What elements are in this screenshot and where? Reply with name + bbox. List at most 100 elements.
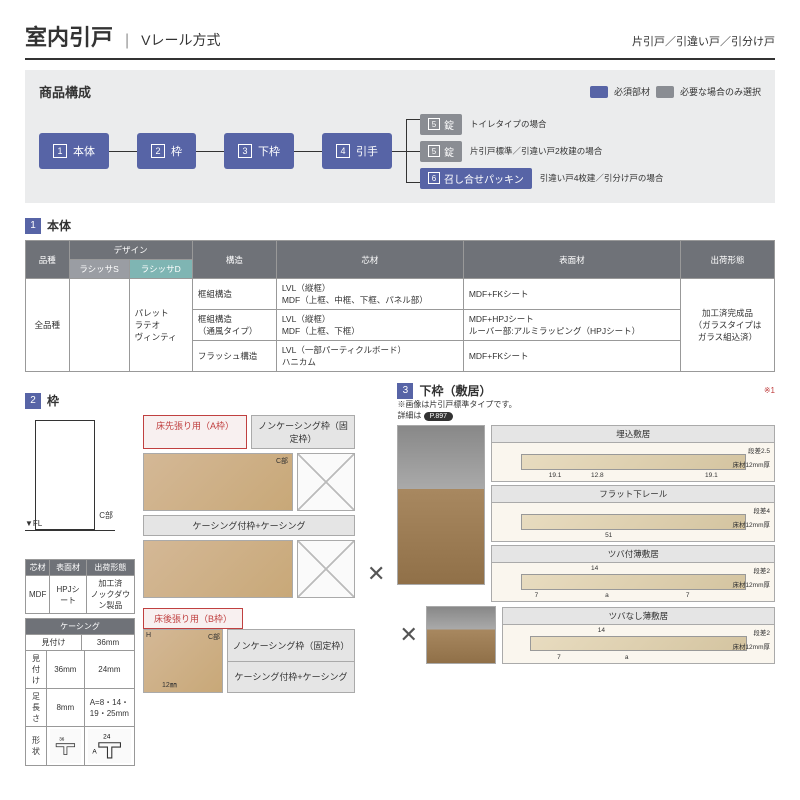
cell-shin: MDF — [26, 576, 50, 614]
shape-icon-36: 36 — [50, 729, 81, 763]
flow-node-sill: 3 下枠 — [224, 133, 294, 169]
section3-column: 3 下枠（敷居） ※1 ※画像は片引戸標準タイプです。 詳細は P.897 埋込… — [397, 382, 775, 766]
branch-note-1: トイレタイプの場合 — [470, 118, 547, 130]
flow-num-2: 2 — [151, 144, 165, 158]
th-kouzou: 構造 — [192, 241, 276, 279]
lower-row: 2 枠 ▼FL C部 芯材 表面材 出荷形態 MDF — [25, 382, 775, 766]
branch-note-3: 引違い戸4枚建／引分け戸の場合 — [540, 172, 664, 184]
page-header: 室内引戸 | Vレール方式 片引戸／引違い戸／引分け戸 — [25, 20, 775, 60]
section2-num: 2 — [25, 393, 41, 409]
cell-kouzou-1: 框組構造 （通風タイプ） — [192, 310, 276, 341]
multiply-icon-2: ✕ — [397, 622, 419, 648]
section3-note: ※画像は片引戸標準タイプです。 詳細は P.897 — [397, 399, 775, 421]
dim-36-text: 36 — [59, 737, 65, 742]
sill-diagram-0: 段差2.5 19.1 19.1 12.8 床材12mm厚 — [492, 443, 774, 481]
legend-required-swatch — [590, 86, 608, 98]
th-shukka: 出荷形態 — [86, 560, 134, 576]
cell-keijo-label: 形状 — [26, 727, 47, 766]
sill-name-0: 埋込敷居 — [492, 426, 774, 443]
shape-icon-24: 24A — [88, 729, 131, 763]
section3-star: ※1 — [764, 386, 775, 395]
cell-design-s — [69, 279, 129, 372]
section1-header: 1 本体 — [25, 217, 775, 234]
casing-table2: 見付け 36mm 24mm 足長さ 8mm A=8・14・19・25mm 形状 — [25, 650, 135, 766]
branch-lines — [392, 111, 420, 191]
dim-24-text: 24 — [103, 733, 111, 740]
th-design: デザイン — [69, 241, 192, 260]
flow-num-4: 4 — [336, 144, 350, 158]
sill-upper-grid: 埋込敷居 段差2.5 19.1 19.1 12.8 床材12mm厚 フラット下レ… — [397, 425, 775, 602]
section3-header: 3 下枠（敷居） — [397, 382, 491, 399]
cell-shukka: 加工済 ノックダウン製品 — [86, 576, 134, 614]
legend-optional-swatch — [656, 86, 674, 98]
cell-mitsuke-label: 見付け — [26, 635, 82, 651]
frame-a-photo1: C部 枠見込み — [143, 453, 293, 511]
branch-note-2: 片引戸標準／引違い戸2枚建の場合 — [470, 145, 602, 157]
flow-label-4: 引手 — [356, 143, 378, 159]
sill-item-0: 埋込敷居 段差2.5 19.1 19.1 12.8 床材12mm厚 — [491, 425, 775, 482]
title-separator: | — [125, 32, 129, 50]
frame-noncasing-label: ノンケーシング枠（固定枠） — [251, 415, 355, 449]
sill-photo-2 — [426, 606, 496, 664]
sill-name-2: ツバ付薄敷居 — [492, 546, 774, 563]
frame-a-photo2: 枠見込み — [143, 540, 293, 598]
flow-node-handle: 4 引手 — [322, 133, 392, 169]
cell-hyou-2: MDF+FKシート — [463, 341, 680, 372]
cell-shape-36: 36 — [46, 727, 84, 766]
flow-label-2: 枠 — [171, 143, 182, 159]
door-frame-shape — [35, 420, 95, 530]
frame-b-photo: H C部 12㎜ — [143, 629, 223, 693]
cell-hyou: HPJシート — [50, 576, 86, 614]
page-ref-badge: P.897 — [424, 412, 453, 421]
frame-a-headers: 床先張り用（A枠） ノンケーシング枠（固定枠） — [143, 415, 355, 449]
flow-branch: 5 錠 トイレタイプの場合 5 錠 片引戸標準／引違い戸2枚建の場合 6 召し合 — [392, 111, 663, 191]
cell-shin-1: LVL（縦框） MDF（上框、下框） — [276, 310, 463, 341]
sill-diagram-1: 段差4 51 床材12mm厚 — [492, 503, 774, 541]
waku-content: ▼FL C部 芯材 表面材 出荷形態 MDF HPJシート 加工済 ノックダウン… — [25, 415, 355, 766]
section2-header: 2 枠 — [25, 392, 355, 409]
sill-item-1: フラット下レール 段差4 51 床材12mm厚 — [491, 485, 775, 542]
sill-diagram-3: 14 段差2 7 a 床材12mm厚 — [503, 625, 774, 663]
flow-num-1: 1 — [53, 144, 67, 158]
branch-row-lock2: 5 錠 片引戸標準／引違い戸2枚建の場合 — [420, 141, 663, 162]
legend-optional-label: 必要な場合のみ選択 — [680, 85, 761, 98]
branch-row-lock1: 5 錠 トイレタイプの場合 — [420, 114, 663, 135]
waku-left: ▼FL C部 芯材 表面材 出荷形態 MDF HPJシート 加工済 ノックダウン… — [25, 415, 135, 766]
frame-b-section: 床後張り用（B枠） H C部 12㎜ ノンケーシング枠（固定枠） ケーシング付枠… — [143, 608, 355, 693]
branch-row-packing: 6 召し合せパッキン 引違い戸4枚建／引分け戸の場合 — [420, 168, 663, 189]
legend: 必須部材 必要な場合のみ選択 — [590, 85, 761, 98]
cell-ashi-8: 8mm — [46, 689, 84, 727]
c-label: C部 — [99, 510, 113, 521]
frame-b-label: 床後張り用（B枠） — [143, 608, 243, 629]
cell-mitsuke-36b: 36mm — [46, 651, 84, 689]
frame-casing-label: ケーシング付枠+ケーシング — [143, 515, 355, 536]
cell-shin-0: LVL（縦框） MDF（上框、中框、下框、パネル部） — [276, 279, 463, 310]
section3-num: 3 — [397, 383, 413, 399]
section2-title: 枠 — [47, 392, 59, 409]
section1-num: 1 — [25, 218, 41, 234]
frame-b-options: ノンケーシング枠（固定枠） ケーシング付枠+ケーシング — [227, 629, 355, 693]
section3-title: 下枠（敷居） — [419, 382, 491, 399]
frame-a-cross1 — [297, 453, 355, 511]
fl-label: ▼FL — [25, 519, 42, 528]
sill-photo-1 — [397, 425, 485, 585]
cell-kouzou-0: 框組構造 — [192, 279, 276, 310]
sill-diagram-2: 14 段差2 7 a 7 床材12mm厚 — [492, 563, 774, 601]
th-design-s: ラシッサS — [69, 260, 129, 279]
cell-hinshu: 全品種 — [26, 279, 70, 372]
cell-ashi-a: A=8・14・19・25mm — [84, 689, 134, 727]
section1-title: 本体 — [47, 217, 71, 234]
flow-label-1: 本体 — [73, 143, 95, 159]
sill-lower-grid: ✕ ツバなし薄敷居 14 段差2 7 a 床材12mm厚 — [397, 606, 775, 664]
flow-connector — [294, 151, 322, 152]
composition-title: 商品構成 — [39, 82, 91, 101]
section3-header-row: 3 下枠（敷居） ※1 — [397, 382, 775, 399]
sill-items-upper: 埋込敷居 段差2.5 19.1 19.1 12.8 床材12mm厚 フラット下レ… — [491, 425, 775, 602]
cell-hyou-1: MDF+HPJシート ルーバー部:アルミラッピング（HPJシート） — [463, 310, 680, 341]
th-hinshu: 品種 — [26, 241, 70, 279]
sill-item-2: ツバ付薄敷居 14 段差2 7 a 7 床材12mm厚 — [491, 545, 775, 602]
cell-ashi-label: 足長さ — [26, 689, 47, 727]
sill-name-3: ツバなし薄敷居 — [503, 608, 774, 625]
flow-connector — [109, 151, 137, 152]
sill-name-1: フラット下レール — [492, 486, 774, 503]
